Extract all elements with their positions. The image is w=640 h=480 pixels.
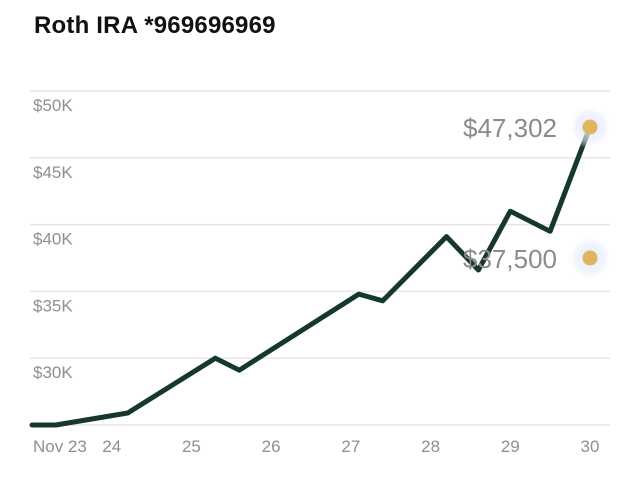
x-tick-label: 26 — [262, 437, 281, 456]
account-title: Roth IRA *969696969 — [34, 12, 276, 39]
marker-layer: $47,302 $37,500 — [463, 105, 612, 280]
series-line — [29, 124, 593, 428]
marker-value-label: $47,302 — [463, 113, 557, 143]
y-tick-label: $35K — [33, 296, 73, 315]
grid-lines — [30, 90, 610, 426]
x-tick-label: 25 — [182, 437, 201, 456]
series-layer — [29, 124, 593, 428]
y-tick-label: $45K — [33, 163, 73, 182]
x-tick-label: Nov 23 — [33, 437, 87, 456]
x-tick-label: 30 — [581, 437, 600, 456]
x-tick-label: 29 — [501, 437, 520, 456]
x-tick-label: 28 — [421, 437, 440, 456]
x-tick-label: 24 — [102, 437, 121, 456]
y-tick-label: $40K — [33, 230, 73, 249]
marker-dot[interactable] — [582, 119, 598, 135]
x-tick-label: 27 — [341, 437, 360, 456]
y-tick-label: $50K — [33, 96, 73, 115]
marker-value-label: $37,500 — [463, 244, 557, 274]
y-axis-ticks: $30K $35K $40K $45K $50K — [33, 96, 73, 382]
y-tick-label: $30K — [33, 363, 73, 382]
marker-dot[interactable] — [582, 250, 598, 266]
x-axis-ticks: Nov 23 24 25 26 27 28 29 30 — [33, 437, 599, 456]
